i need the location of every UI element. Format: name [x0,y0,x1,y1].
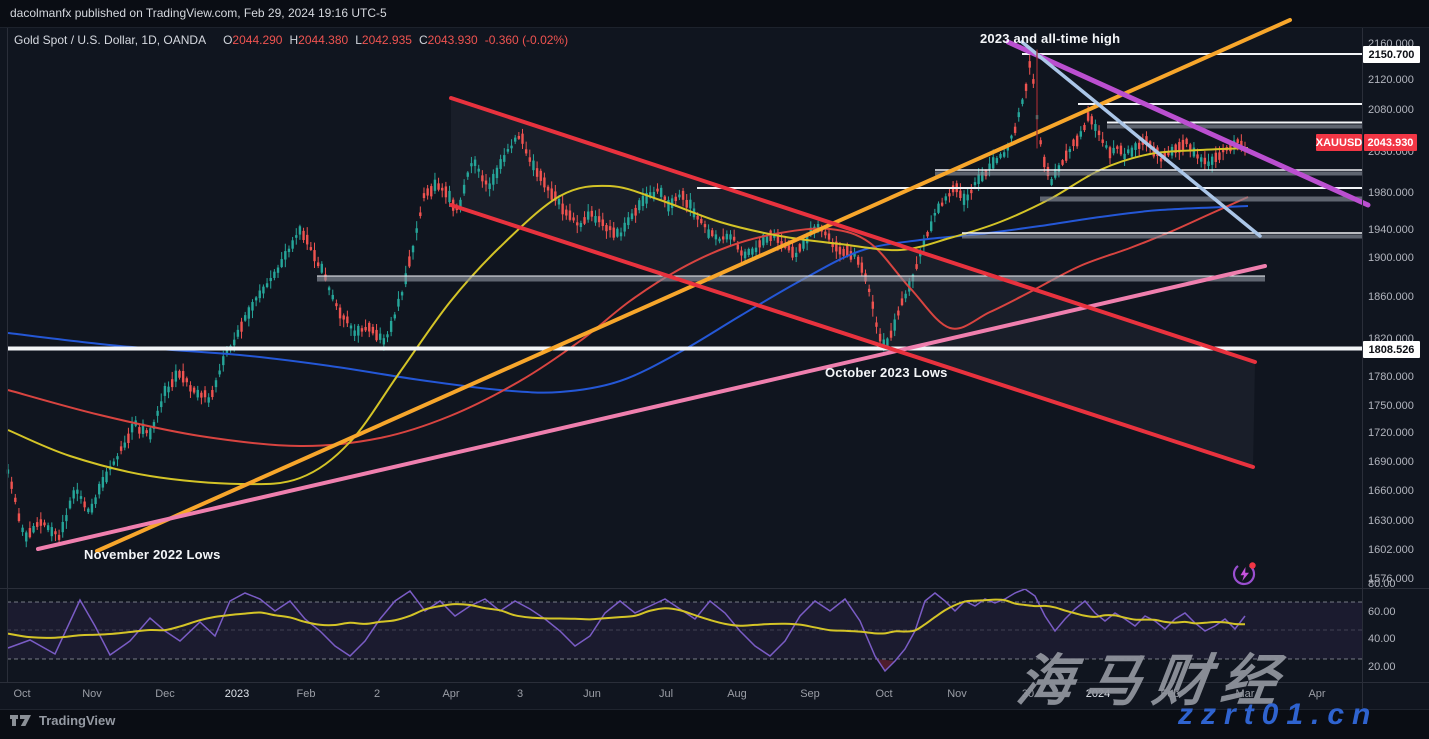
time-tick-label: Mar [1235,688,1255,700]
publish-bar [0,0,1429,28]
close-label: C [418,33,428,47]
time-tick-label: Nov [82,688,102,700]
change-value: -0.360 (-0.02%) [484,33,569,47]
tradingview-brand-text: TradingView [39,712,116,728]
publish-text: dacolmanfx published on TradingView.com,… [10,6,387,20]
time-tick-label: Nov [947,688,967,700]
annotation-october-2023-lows: October 2023 Lows [825,365,948,380]
time-tick-label: Feb [1160,688,1180,700]
rsi-signal-line [7,598,1246,639]
ma-mid-red [7,196,1249,448]
price-tick-label: 1780.000 [1368,371,1414,383]
rsi-pane [7,588,1362,673]
price-tick-label: 60.00 [1368,606,1396,618]
boost-button[interactable] [1231,559,1259,587]
price-tick-label: 1860.000 [1368,291,1414,303]
low-label: L [355,33,362,47]
price-tick-label: 1630.000 [1368,515,1414,527]
time-tick-label: 2023 [224,688,250,700]
channel-bottom-red [449,203,1255,469]
time-tick-label: Jun [583,688,601,700]
time-tick-label: Dec [155,688,175,700]
price-tick-label: 1690.000 [1368,456,1414,468]
time-tick-label: 3 [516,688,524,700]
time-tick-label: Sep [800,688,820,700]
open-value: 2044.290 [232,33,283,47]
chart-legend[interactable]: Gold Spot / U.S. Dollar, 1D, OANDA O2044.… [14,33,568,47]
symbol-title[interactable]: Gold Spot / U.S. Dollar, 1D, OANDA [14,33,207,47]
low-value: 2042.935 [361,33,412,47]
annotation-november-2022-lows: November 2022 Lows [84,547,221,562]
price-tick-label: 1750.000 [1368,400,1414,412]
price-tick-label: 2080.000 [1368,104,1414,116]
trendlines [36,18,1371,553]
footer-bar [0,709,1429,739]
annotation-all-time-high: 2023 and all-time high [980,31,1121,46]
notification-dot [1249,562,1256,569]
last-price-tag: 2043.930 [1364,134,1417,151]
rsi-line [7,588,1246,673]
time-tick-label: 30 [1021,688,1035,700]
time-tick-label: Apr [1308,688,1326,700]
horizontal-levels [7,53,1362,351]
lightning-bolt-icon [1240,567,1249,581]
time-tick-label: 2 [373,688,381,700]
high-label: H [289,33,299,47]
tradingview-footer[interactable]: TradingView [10,711,115,729]
descending-minor-lightblue [1020,40,1262,238]
price-tick-label: 20.00 [1368,661,1396,673]
price-tick-label: 1980.000 [1368,187,1414,199]
trend-channel-fill [451,98,1255,467]
time-tick-label: Apr [442,688,460,700]
ascending-support-pink [36,264,1267,551]
watermark-url: zzrt01.cn [1178,698,1379,731]
price-tick-label: 1900.000 [1368,252,1414,264]
support-price-tag: 1808.526 [1363,341,1420,358]
channel-top-red [449,96,1257,364]
time-tick-label: 2024 [1085,688,1111,700]
close-value: 2043.930 [427,33,478,47]
price-tick-label: 1720.000 [1368,427,1414,439]
pane-borders [0,28,1429,708]
time-tick-label: Oct [875,688,893,700]
price-tick-label: 1660.000 [1368,485,1414,497]
symbol-tag: XAUUSD [1316,134,1362,151]
price-tick-label: 40.00 [1368,633,1396,645]
price-tick-label: 80.00 [1368,578,1396,590]
price-tick-label: 1940.000 [1368,224,1414,236]
price-tick-label: 1576.000 [1368,573,1414,585]
descending-resistance-purple [1005,39,1371,208]
price-tick-label: 2120.000 [1368,74,1414,86]
ath-price-tag: 2150.700 [1363,46,1420,63]
time-tick-label: Aug [727,688,747,700]
open-label: O [223,33,233,47]
price-tick-label: 1602.000 [1368,544,1414,556]
time-tick-label: Feb [296,688,316,700]
tradingview-logo-icon [10,715,31,726]
time-tick-label: Jul [658,688,674,700]
time-tick-label: Oct [13,688,31,700]
high-value: 2044.380 [298,33,349,47]
